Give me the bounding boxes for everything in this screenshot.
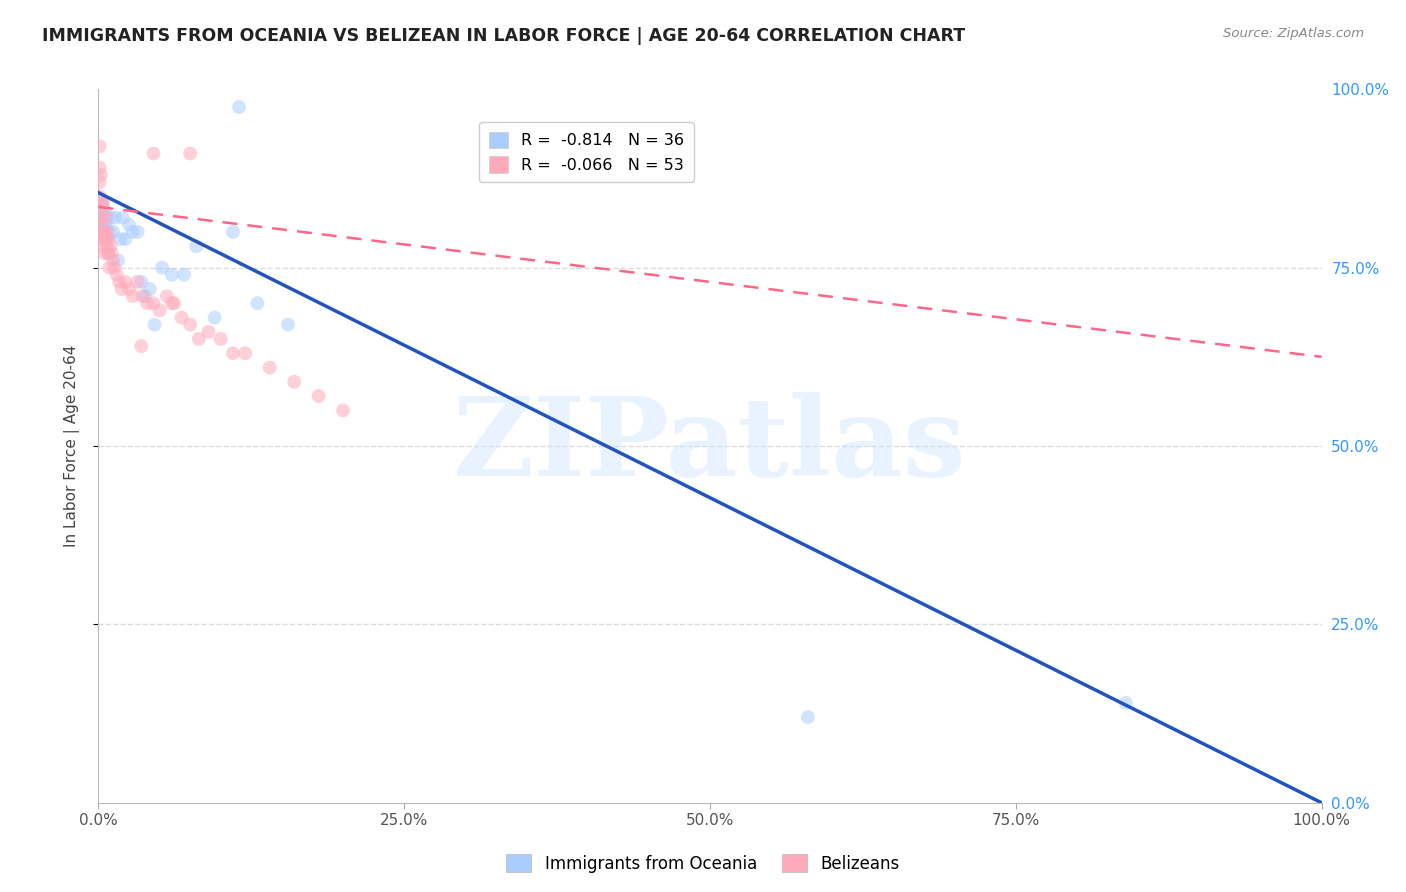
Point	[127, 275, 149, 289]
Point	[94, 232, 117, 246]
Point	[114, 275, 136, 289]
Point	[142, 296, 165, 310]
Point	[97, 246, 120, 260]
Point	[91, 203, 114, 218]
Point	[160, 268, 183, 282]
Point	[91, 218, 114, 232]
Point	[108, 275, 131, 289]
Point	[91, 211, 114, 225]
Point	[101, 253, 124, 268]
Point	[93, 246, 115, 260]
Point	[98, 225, 121, 239]
Point	[1115, 696, 1137, 710]
Point	[127, 225, 149, 239]
Point	[134, 289, 156, 303]
Point	[121, 225, 143, 239]
Text: IMMIGRANTS FROM OCEANIA VS BELIZEAN IN LABOR FORCE | AGE 20-64 CORRELATION CHART: IMMIGRANTS FROM OCEANIA VS BELIZEAN IN L…	[42, 27, 966, 45]
Point	[131, 289, 153, 303]
Legend: Immigrants from Oceania, Belizeans: Immigrants from Oceania, Belizeans	[499, 847, 907, 880]
Point	[105, 268, 128, 282]
Point	[93, 232, 115, 246]
Point	[228, 100, 250, 114]
Point	[96, 239, 118, 253]
Point	[111, 211, 134, 225]
Point	[97, 246, 120, 260]
Point	[91, 232, 114, 246]
Point	[90, 218, 112, 232]
Point	[91, 196, 114, 211]
Point	[160, 296, 183, 310]
Point	[94, 211, 117, 225]
Point	[89, 161, 111, 175]
Text: ZIPatlas: ZIPatlas	[453, 392, 967, 500]
Point	[111, 282, 134, 296]
Point	[94, 218, 117, 232]
Point	[90, 196, 112, 211]
Point	[186, 239, 208, 253]
Point	[101, 225, 124, 239]
Point	[129, 339, 152, 353]
Point	[179, 318, 201, 332]
Point	[101, 246, 124, 260]
Point	[246, 296, 269, 310]
Point	[90, 168, 112, 182]
Point	[91, 196, 114, 211]
Point	[139, 282, 162, 296]
Point	[96, 225, 118, 239]
Point	[89, 139, 111, 153]
Point	[142, 146, 165, 161]
Point	[179, 146, 201, 161]
Point	[136, 296, 159, 310]
Point	[156, 289, 179, 303]
Point	[332, 403, 354, 417]
Point	[129, 275, 152, 289]
Point	[110, 232, 132, 246]
Legend: R =  -0.814   N = 36, R =  -0.066   N = 53: R = -0.814 N = 36, R = -0.066 N = 53	[479, 122, 693, 183]
Point	[118, 282, 141, 296]
Point	[90, 196, 112, 211]
Point	[93, 203, 115, 218]
Point	[100, 239, 122, 253]
Point	[222, 225, 245, 239]
Point	[89, 203, 111, 218]
Point	[90, 211, 112, 225]
Point	[89, 189, 111, 203]
Point	[91, 225, 114, 239]
Point	[93, 225, 115, 239]
Point	[308, 389, 330, 403]
Point	[150, 260, 173, 275]
Point	[98, 260, 121, 275]
Point	[89, 175, 111, 189]
Point	[91, 239, 114, 253]
Point	[204, 310, 226, 325]
Point	[103, 260, 125, 275]
Point	[163, 296, 186, 310]
Point	[283, 375, 305, 389]
Point	[96, 232, 118, 246]
Point	[277, 318, 299, 332]
Point	[114, 232, 136, 246]
Point	[173, 268, 195, 282]
Point	[222, 346, 245, 360]
Point	[104, 211, 127, 225]
Point	[100, 211, 122, 225]
Point	[233, 346, 256, 360]
Point	[107, 253, 129, 268]
Y-axis label: In Labor Force | Age 20-64: In Labor Force | Age 20-64	[63, 345, 80, 547]
Point	[121, 289, 143, 303]
Point	[149, 303, 172, 318]
Point	[187, 332, 209, 346]
Point	[170, 310, 193, 325]
Point	[259, 360, 281, 375]
Point	[197, 325, 219, 339]
Point	[143, 318, 166, 332]
Text: Source: ZipAtlas.com: Source: ZipAtlas.com	[1223, 27, 1364, 40]
Point	[797, 710, 820, 724]
Point	[209, 332, 232, 346]
Point	[97, 232, 120, 246]
Point	[93, 225, 115, 239]
Point	[89, 211, 111, 225]
Point	[118, 218, 141, 232]
